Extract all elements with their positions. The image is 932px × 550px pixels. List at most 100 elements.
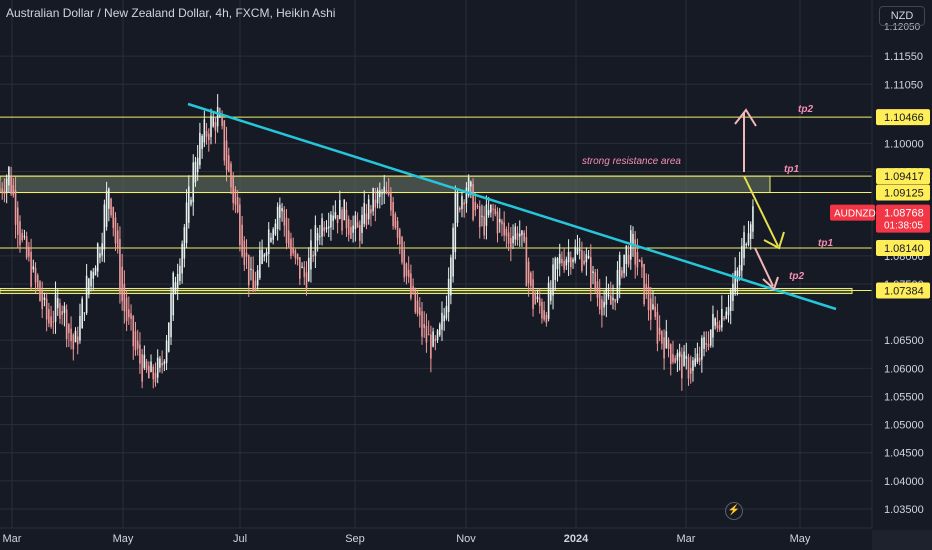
candle-body xyxy=(312,254,314,257)
candle-body xyxy=(339,200,341,220)
candle-body xyxy=(114,217,117,244)
symbol-badge-label: AUDNZD xyxy=(834,209,876,220)
candle-body xyxy=(225,140,228,170)
timer-icon[interactable]: ⚡ xyxy=(725,502,743,520)
price-tag-label: 1.10466 xyxy=(884,112,924,124)
candle-body xyxy=(210,116,212,137)
candle-body xyxy=(8,167,10,186)
candle-body xyxy=(527,261,530,284)
candle-body xyxy=(347,219,350,235)
candle-body xyxy=(452,227,454,277)
candle-body xyxy=(583,260,585,264)
candle-body xyxy=(654,306,657,317)
x-tick-label: 2024 xyxy=(564,533,589,545)
price-tag xyxy=(876,168,930,185)
candle-body xyxy=(614,298,617,303)
candle-body xyxy=(594,272,597,291)
candle-body xyxy=(241,224,243,257)
candle-body xyxy=(74,330,77,343)
candle-body xyxy=(252,269,254,292)
candle-body xyxy=(307,257,310,281)
candle-body xyxy=(325,227,328,230)
candle-body xyxy=(394,214,397,228)
candle-body xyxy=(354,215,357,230)
candle-body xyxy=(285,217,288,244)
arrow-up-tp2 xyxy=(734,108,757,172)
candle-body xyxy=(565,259,568,266)
candle-body xyxy=(661,331,663,344)
candle-body xyxy=(398,229,401,245)
axis-corner-button[interactable] xyxy=(872,530,932,550)
candle-body xyxy=(685,355,688,359)
candle-body xyxy=(236,196,239,213)
candle-body xyxy=(3,190,6,194)
annotation-tp1: tp1 xyxy=(818,238,833,249)
candle-body xyxy=(167,322,170,352)
candle-body xyxy=(483,216,485,236)
candle-body xyxy=(587,256,590,259)
candle-body xyxy=(418,307,421,316)
candle-body xyxy=(21,233,24,241)
countdown-label: 01:38:05 xyxy=(884,221,923,232)
candle-body xyxy=(148,365,150,379)
candle-body xyxy=(54,294,57,322)
candle-body xyxy=(250,268,252,270)
candle-body xyxy=(1,188,4,193)
candle-body xyxy=(470,181,472,187)
annotation-tp2: tp2 xyxy=(789,271,804,282)
candle-body xyxy=(605,288,608,305)
candle-body xyxy=(207,133,210,141)
candle-body xyxy=(176,273,179,289)
annotation-tp1: tp1 xyxy=(784,164,799,175)
candle-body xyxy=(121,266,123,302)
candle-body xyxy=(612,297,614,301)
candle-body xyxy=(636,252,639,268)
x-tick-label: May xyxy=(790,533,811,545)
candle-body xyxy=(105,190,108,227)
candle-body xyxy=(323,227,326,232)
candle-body xyxy=(385,190,388,194)
candle-body xyxy=(616,270,619,301)
candle-body xyxy=(472,184,474,220)
candle-body xyxy=(721,309,723,328)
candle-body xyxy=(441,312,443,330)
candle-body xyxy=(190,199,192,205)
candle-body xyxy=(501,220,503,225)
candle-body xyxy=(16,207,19,235)
candle-body xyxy=(576,248,579,254)
candle-body xyxy=(741,245,743,271)
candle-body xyxy=(512,235,514,244)
candle-body xyxy=(243,240,246,265)
candle-body xyxy=(658,327,661,335)
candle-body xyxy=(76,336,79,345)
candle-body xyxy=(532,279,534,309)
candle-body xyxy=(94,267,97,276)
candle-body xyxy=(361,214,363,233)
candle-body xyxy=(372,187,374,212)
candle-body xyxy=(692,360,694,371)
candle-body xyxy=(319,236,321,238)
candle-body xyxy=(392,201,394,227)
candle-body xyxy=(714,318,716,326)
candle-body xyxy=(181,243,183,274)
candle-body xyxy=(416,300,419,314)
candle-body xyxy=(689,367,692,374)
candle-body xyxy=(732,283,734,301)
candle-body xyxy=(649,298,652,320)
candle-body xyxy=(647,286,650,311)
candle-body xyxy=(50,316,52,327)
candle-body xyxy=(330,214,332,228)
price-tag xyxy=(876,184,930,201)
currency-button[interactable]: NZD xyxy=(879,6,925,26)
candle-body xyxy=(103,204,106,250)
candle-body xyxy=(310,240,312,270)
candle-body xyxy=(507,232,510,244)
candle-body xyxy=(558,254,561,264)
candle-body xyxy=(272,229,274,240)
candle-body xyxy=(538,297,541,307)
candle-body xyxy=(454,193,457,253)
candle-body xyxy=(99,253,101,258)
candle-body xyxy=(232,175,235,203)
candle-body xyxy=(227,155,230,172)
